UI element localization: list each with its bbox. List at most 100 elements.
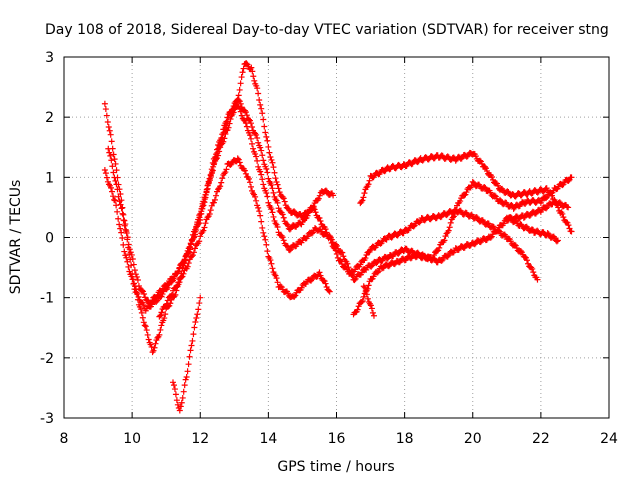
data-point [129, 276, 136, 283]
data-point [270, 164, 277, 171]
data-point [565, 204, 572, 211]
data-point [266, 149, 273, 156]
data-point [254, 157, 261, 164]
data-point [255, 163, 262, 170]
data-point [132, 271, 139, 278]
data-point [325, 287, 332, 294]
data-point [461, 192, 468, 199]
data-point [263, 241, 270, 248]
data-point [257, 101, 264, 108]
data-point [261, 233, 268, 240]
data-point [553, 200, 560, 207]
y-tick-label: -2 [40, 351, 54, 367]
data-point [191, 233, 198, 240]
data-point [145, 336, 152, 343]
data-point [367, 302, 374, 309]
data-point [106, 127, 113, 134]
data-point [476, 157, 483, 164]
data-point [130, 261, 137, 268]
data-point [260, 116, 267, 123]
data-point [264, 193, 271, 200]
data-point [368, 305, 375, 312]
data-point [179, 260, 186, 267]
data-point [275, 185, 282, 192]
data-point [106, 149, 113, 156]
data-point [532, 210, 539, 217]
data-point [240, 65, 247, 72]
data-point [128, 273, 135, 280]
data-point [124, 234, 131, 241]
data-point [359, 197, 366, 204]
data-point [267, 257, 274, 264]
data-point [268, 260, 275, 267]
data-point [183, 373, 190, 380]
data-point [154, 292, 161, 299]
data-point [283, 221, 290, 228]
data-point [147, 300, 154, 307]
data-point [206, 210, 213, 217]
data-point [116, 198, 123, 205]
data-point [370, 312, 377, 319]
y-tick-label: 0 [45, 231, 54, 247]
data-point [188, 241, 195, 248]
data-point [236, 159, 243, 166]
data-point [109, 188, 116, 195]
data-point [482, 184, 489, 191]
data-point [267, 154, 274, 161]
data-point [262, 129, 269, 136]
series-track-5 [170, 294, 204, 414]
data-point [269, 265, 276, 272]
data-point [449, 214, 456, 221]
data-point [125, 241, 132, 248]
data-point [196, 238, 203, 245]
data-point [322, 280, 329, 287]
data-point [317, 218, 324, 225]
data-point [192, 228, 199, 235]
data-point [463, 189, 470, 196]
data-point [113, 181, 120, 188]
data-point [135, 293, 142, 300]
data-point [250, 73, 257, 80]
data-point [251, 77, 258, 84]
data-point [326, 288, 333, 295]
data-point [438, 257, 445, 264]
data-point [365, 181, 372, 188]
data-point [107, 152, 114, 159]
data-point [118, 205, 125, 212]
data-point [175, 268, 182, 275]
data-point [271, 169, 278, 176]
data-point [102, 106, 109, 113]
data-point [253, 131, 260, 138]
x-tick-label: 14 [259, 431, 277, 447]
data-point [322, 187, 329, 194]
data-point [116, 221, 123, 228]
data-point [359, 297, 366, 304]
data-point [553, 238, 560, 245]
data-series [101, 60, 575, 414]
data-point [150, 347, 157, 354]
data-point [483, 168, 490, 175]
data-point [192, 245, 199, 252]
data-point [258, 105, 265, 112]
data-point [180, 388, 187, 395]
x-tick-label: 20 [464, 431, 482, 447]
data-point [272, 175, 279, 182]
data-point [114, 186, 121, 193]
data-point [207, 207, 214, 214]
data-point [482, 165, 489, 172]
data-point [225, 114, 232, 121]
x-tick-label: 22 [532, 431, 550, 447]
data-point [280, 214, 287, 221]
data-point [202, 191, 209, 198]
data-point [115, 193, 122, 200]
data-point [164, 297, 171, 304]
data-point [215, 186, 222, 193]
series-track-3 [105, 102, 572, 307]
data-point [218, 179, 225, 186]
data-point [140, 301, 147, 308]
data-point [273, 275, 280, 282]
data-point [357, 261, 364, 268]
y-tick-label: 1 [45, 170, 54, 186]
data-point [110, 169, 117, 176]
y-axis-label: SDTVAR / TECUs [8, 180, 24, 295]
